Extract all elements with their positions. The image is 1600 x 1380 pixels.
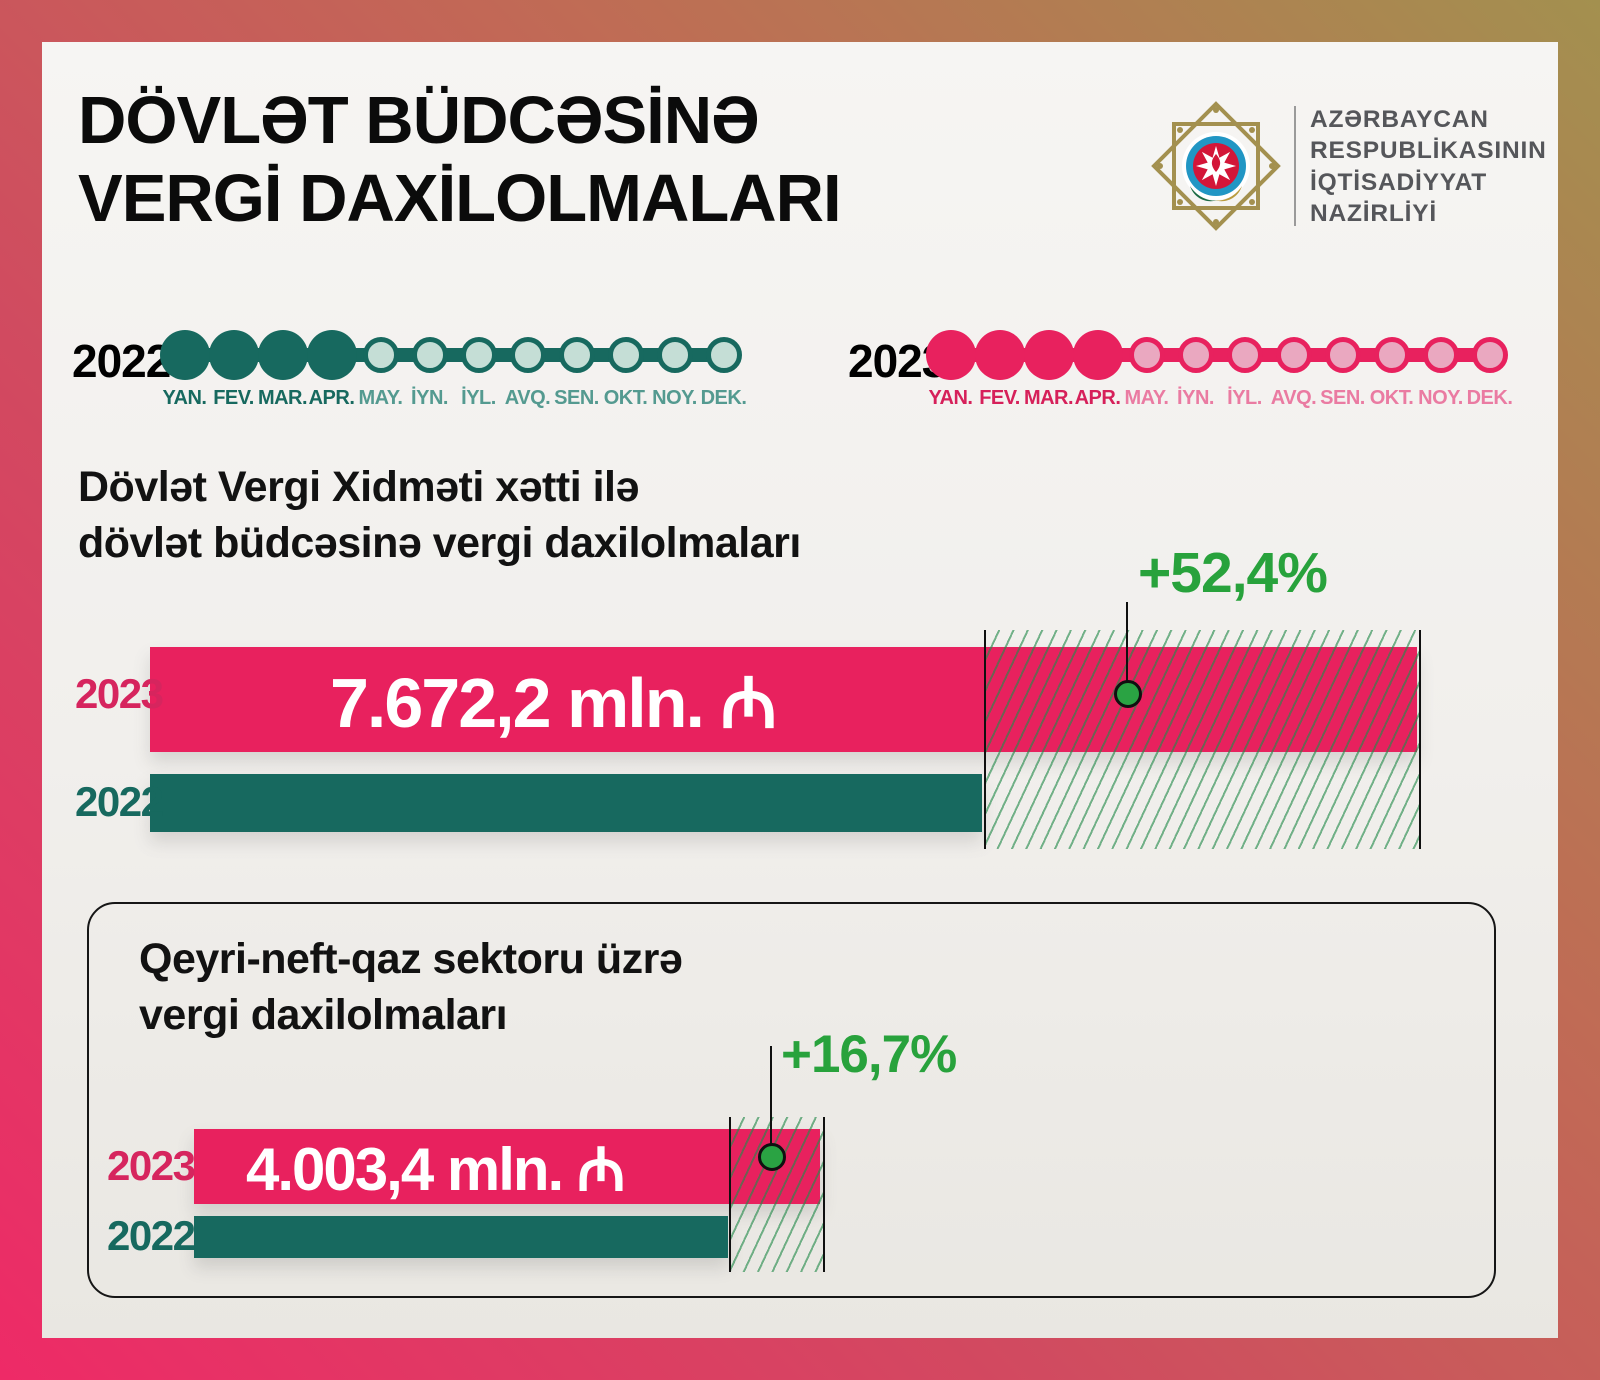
month-dot-active: [1072, 330, 1123, 380]
month-label: DEK.: [700, 387, 747, 409]
timeline-2023: YAN. FEV. MAR. APR. MAY. İYN. İYL. AVQ. …: [925, 329, 1514, 410]
month-label: FEV.: [213, 387, 254, 409]
chart1-change-label: +52,4%: [1138, 541, 1328, 605]
month-label: OKT.: [603, 387, 648, 409]
month-dot-inactive: [411, 337, 448, 373]
month-dot-active: [159, 330, 210, 380]
month-dot-inactive: [1373, 337, 1410, 373]
month-dot-inactive: [558, 337, 595, 373]
section1-heading-line2: dövlət büdcəsinə vergi daxilolmaları: [78, 518, 801, 567]
month-label: İYL.: [461, 387, 496, 409]
chart1-bar-2023-value: 7.672,2 mln. ₼: [330, 663, 777, 742]
ministry-ornament-emblem-icon: [1151, 101, 1281, 231]
month-dot-inactive: [1471, 337, 1508, 373]
ministry-name-line2: RESPUBLİKASININ: [1310, 137, 1547, 165]
month-dot-active: [208, 330, 259, 380]
month-label: NOY.: [652, 387, 697, 409]
timeline-2022: YAN. FEV. MAR. APR. MAY. İYN. İYL. AVQ. …: [159, 329, 748, 410]
chart2-row-label-2023: 2023: [107, 1142, 196, 1189]
month-label: APR.: [308, 387, 355, 409]
month-dot-inactive: [362, 337, 399, 373]
page-title-line1: DÖVLƏT BÜDCƏSİNƏ: [78, 83, 760, 158]
month-label: MAY.: [1124, 387, 1169, 409]
chart2-bar-2023: 4.003,4 mln. ₼: [194, 1129, 820, 1204]
month-dot-inactive: [705, 337, 742, 373]
ministry-name-line4: NAZİRLİYİ: [1310, 200, 1437, 228]
chart2-annotation-line: [770, 1046, 772, 1156]
chart1-row-label-2023: 2023: [75, 670, 164, 717]
chart2-change-label: +16,7%: [781, 1025, 957, 1084]
month-dot-inactive: [1226, 337, 1263, 373]
chart2-annotation-dot: [758, 1143, 786, 1171]
month-label: AVQ.: [1270, 387, 1317, 409]
chart1-growth-hatch: [984, 630, 1421, 849]
chart2-row-label-2022: 2022: [107, 1212, 196, 1259]
section2-heading: Qeyri-neft-qaz sektoru üzrə vergi daxilo…: [139, 932, 683, 1044]
month-label: FEV.: [979, 387, 1020, 409]
ministry-name-line1: AZƏRBAYCAN: [1310, 106, 1489, 133]
month-label: MAR.: [1023, 387, 1074, 409]
month-label: MAY.: [358, 387, 403, 409]
chart1-annotation-dot: [1114, 680, 1142, 708]
month-label: OKT.: [1369, 387, 1414, 409]
month-dot-active: [257, 330, 308, 380]
month-dot-active: [1023, 330, 1074, 380]
month-label: İYL.: [1227, 387, 1262, 409]
month-dot-active: [306, 330, 357, 380]
month-label: YAN.: [162, 387, 207, 409]
page-title-line2: VERGİ DAXİLOLMALARI: [78, 160, 842, 236]
section2-heading-line1: Qeyri-neft-qaz sektoru üzrə: [139, 935, 683, 983]
month-label: APR.: [1074, 387, 1121, 409]
section1-heading-line1: Dövlət Vergi Xidməti xətti ilə: [78, 463, 639, 511]
logo-divider: [1294, 106, 1296, 226]
section1-heading: Dövlət Vergi Xidməti xətti ilə dövlət bü…: [78, 460, 801, 572]
ministry-name: AZƏRBAYCAN RESPUBLİKASININ İQTİSADİYYAT …: [1310, 104, 1547, 229]
month-dot-inactive: [1275, 337, 1312, 373]
month-dot-inactive: [509, 337, 546, 373]
month-dot-active: [925, 330, 976, 380]
month-dot-inactive: [1128, 337, 1165, 373]
page-title: DÖVLƏT BÜDCƏSİNƏ VERGİ DAXİLOLMALARI: [78, 82, 842, 237]
section2-heading-line2: vergi daxilolmaları: [139, 990, 508, 1039]
month-label: SEN.: [554, 387, 599, 409]
month-dot-active: [974, 330, 1025, 380]
month-label: AVQ.: [504, 387, 551, 409]
chart2-growth-hatch: [729, 1117, 825, 1272]
chart2-bar-2022: [194, 1216, 728, 1258]
month-label: YAN.: [928, 387, 973, 409]
section2-box: Qeyri-neft-qaz sektoru üzrə vergi daxilo…: [87, 902, 1496, 1298]
chart2-bar-2023-value: 4.003,4 mln. ₼: [246, 1135, 625, 1203]
month-dot-inactive: [1324, 337, 1361, 373]
chart1-bar-2022: [150, 774, 982, 832]
month-label: SEN.: [1320, 387, 1365, 409]
ministry-name-line3: İQTİSADİYYAT: [1310, 168, 1488, 196]
month-dot-inactive: [656, 337, 693, 373]
month-label: DEK.: [1466, 387, 1513, 409]
month-dot-inactive: [607, 337, 644, 373]
month-label: NOY.: [1418, 387, 1463, 409]
month-label: İYN.: [411, 387, 448, 409]
timeline-2022-year: 2022: [72, 335, 171, 387]
chart1-annotation-line: [1126, 602, 1128, 694]
month-dot-inactive: [1422, 337, 1459, 373]
month-dot-inactive: [1177, 337, 1214, 373]
month-label: İYN.: [1177, 387, 1214, 409]
month-label: MAR.: [257, 387, 308, 409]
chart1-row-label-2022: 2022: [75, 778, 164, 825]
content-area: DÖVLƏT BÜDCƏSİNƏ VERGİ DAXİLOLMALARI: [42, 42, 1558, 1338]
month-dot-inactive: [460, 337, 497, 373]
